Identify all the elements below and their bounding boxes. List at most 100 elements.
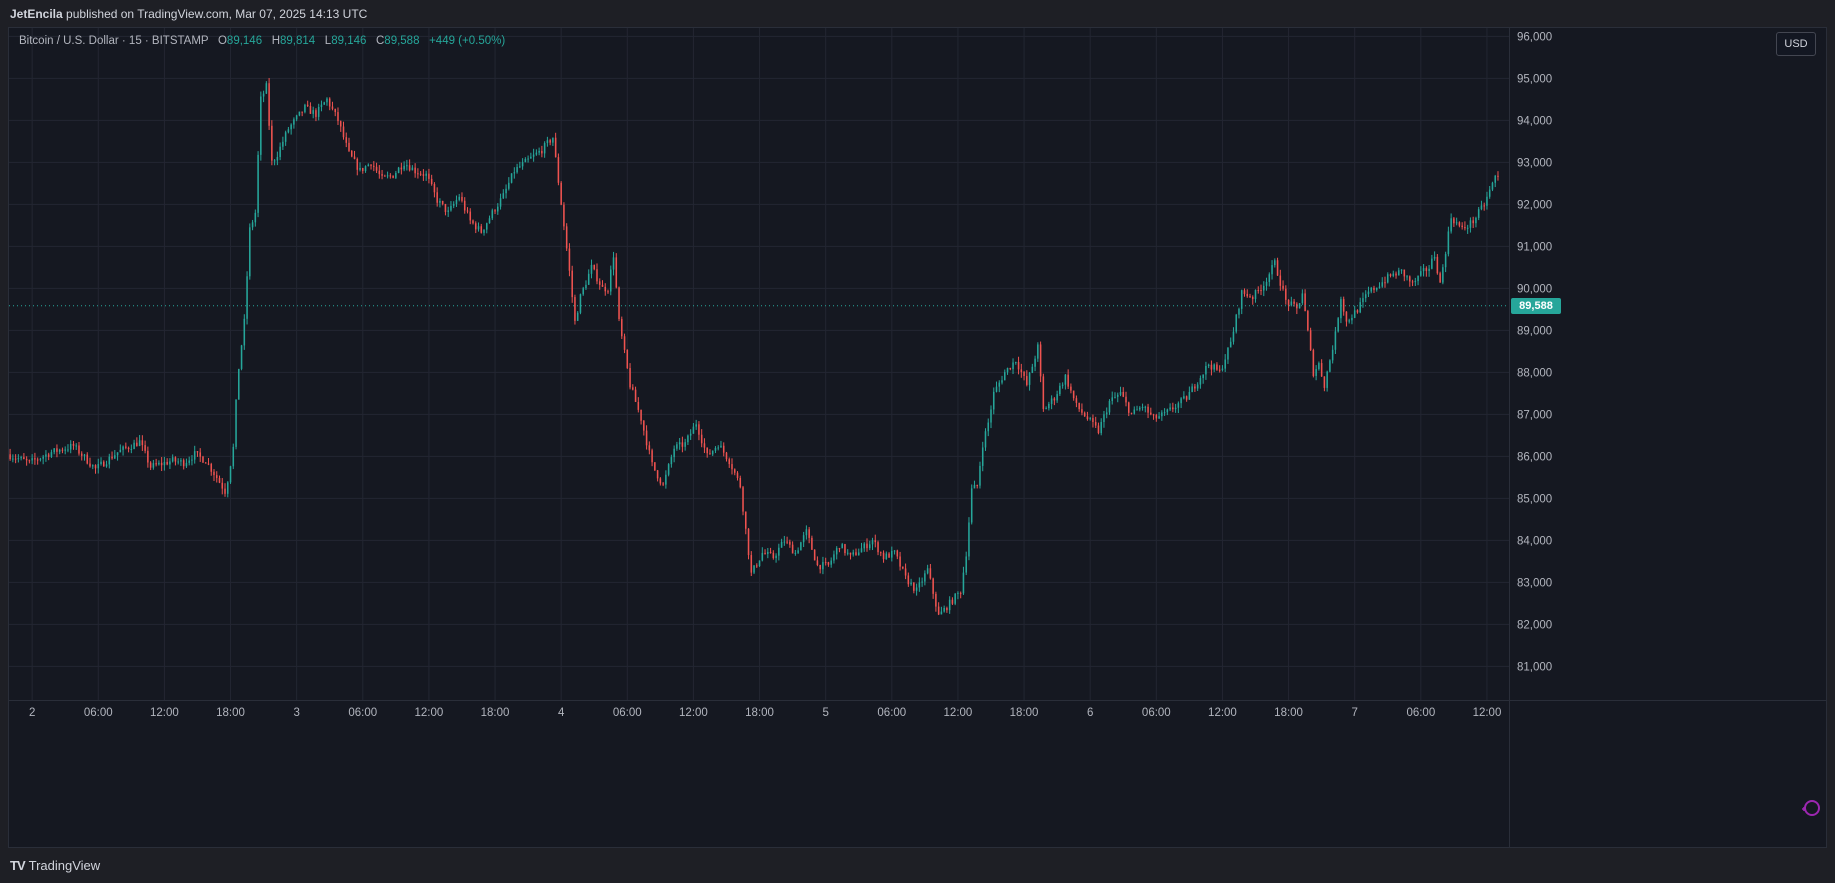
candle-body [1009,368,1012,370]
candle-body [1081,409,1083,413]
candle-body [1083,412,1086,417]
candle-body [317,106,320,117]
candle-body [932,578,934,594]
candle-body [23,457,25,460]
time-tick-label: 12:00 [415,707,444,719]
candle-body [998,382,1001,387]
candle-body [811,537,813,550]
candle-body [174,457,177,462]
candle-body [1417,275,1419,282]
candle-body [251,222,254,228]
footer-brand[interactable]: TV TradingView [10,858,100,873]
candle-body [1455,222,1458,224]
candle-body [764,552,766,554]
candle-body [632,387,634,390]
candle-body [1329,360,1331,372]
candle-body [902,566,904,569]
candle-body [601,284,604,287]
symbol-description[interactable]: Bitcoin / U.S. Dollar · 15 · BITSTAMP [19,35,209,47]
candle-body [430,178,433,185]
candle-body [362,168,364,171]
candle-body [1227,347,1229,360]
candle-body [778,547,780,556]
candle-body [891,550,893,558]
candle-body [623,336,626,350]
currency-button[interactable]: USD [1776,32,1816,56]
candle-body [1488,189,1491,197]
candle-body [408,165,411,171]
candle-body [689,433,692,436]
candle-body [262,93,265,97]
candle-body [882,552,885,560]
candle-body [433,184,436,193]
candle-body [257,154,259,213]
candle-body [563,204,565,227]
candle-body [714,447,717,451]
high-value: 89,814 [280,35,316,47]
candle-body [1045,408,1047,410]
candle-body [458,196,460,200]
candle-body [1320,363,1323,377]
publish-info: JetEncila published on TradingView.com, … [10,7,367,21]
candle-body [224,488,226,494]
candle-body [1183,396,1185,399]
candle-body [747,528,750,556]
candle-body [1323,376,1326,388]
candle-body [1249,296,1251,298]
candle-body [700,434,703,444]
candle-body [758,560,761,567]
candle-body [12,458,14,460]
low-label: L [324,35,332,47]
candle-body [915,587,918,591]
candle-body [995,386,998,392]
candle-body [587,273,590,285]
candle-body [527,158,529,160]
candle-body [565,226,568,249]
candle-body [64,449,66,451]
author-name[interactable]: JetEncila [10,7,63,21]
tradingview-mark-icon[interactable] [1800,797,1822,819]
candle-body [981,447,984,466]
candle-body [417,173,419,175]
candle-body [1375,287,1378,290]
candle-body [1425,268,1428,271]
publish-header: JetEncila published on TradingView.com, … [0,0,1835,27]
candle-body [1056,394,1058,401]
candle-body [1097,425,1100,434]
candle-body [1304,293,1306,312]
price-chart[interactable]: 96,000 95,000 94,000 93,000 92,000 91,000 90,0… [9,28,1826,847]
candle-body [604,286,607,292]
candle-body [295,115,298,120]
candle-body [1172,407,1174,410]
candle-body [739,477,742,488]
candle-body [1111,397,1114,401]
candle-body [756,565,758,567]
candle-body [204,462,207,464]
candle-body [1307,311,1309,331]
candle-body [290,124,292,130]
candle-body [414,167,416,174]
candle-body [395,172,397,178]
candle-body [783,541,786,543]
candle-body [1477,209,1480,218]
candle-body [516,167,518,173]
candle-body [472,220,474,224]
candle-body [780,541,783,548]
candle-body [1119,391,1122,395]
candle-body [480,226,483,233]
candle-body [1342,299,1345,312]
time-tick-label: 06:00 [1142,707,1171,719]
candle-body [1070,386,1072,391]
candle-body [574,297,576,321]
candle-body [287,129,290,133]
candle-body [910,582,912,585]
candle-body [731,464,733,470]
candle-body [180,460,182,462]
last-price-label: 89,588 [1511,297,1561,314]
close-label: C [375,35,385,47]
chart-panel[interactable]: 96,000 95,000 94,000 93,000 92,000 91,000 90,0… [8,27,1827,848]
candle-body [970,488,973,523]
price-tick-label: 95,000 [1517,73,1552,85]
candle-body [656,470,659,479]
candle-body [676,444,678,449]
